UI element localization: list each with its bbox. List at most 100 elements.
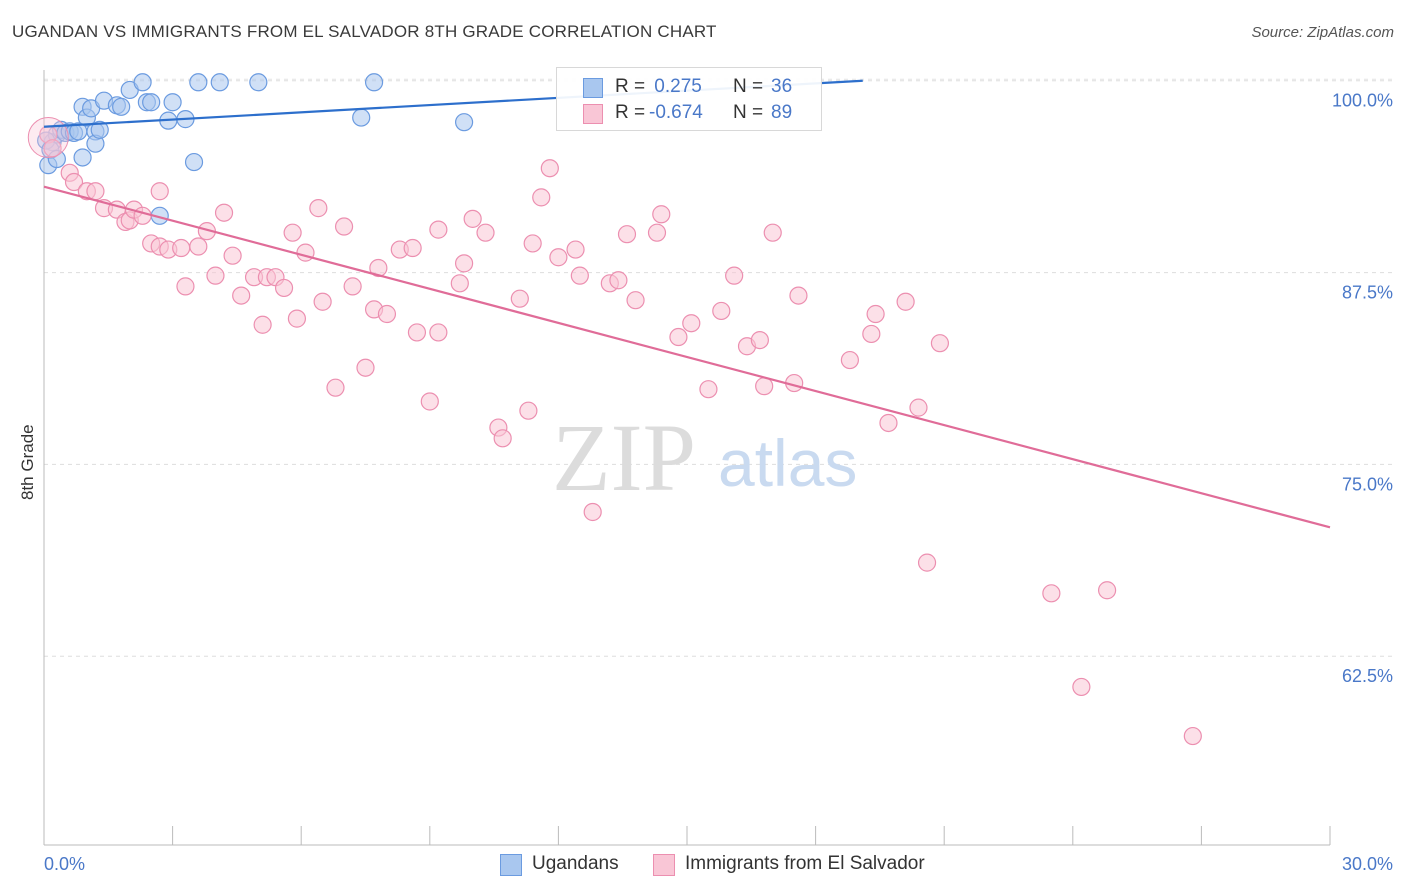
el-salvador-point: [750, 330, 769, 350]
ugandan-point: [189, 73, 208, 92]
el-salvador-point: [274, 278, 294, 298]
x-tick-label: 0.0%: [44, 854, 85, 874]
legend-label-el-salvador: Immigrants from El Salvador: [685, 853, 925, 874]
el-salvador-point: [896, 292, 915, 311]
legend-swatch-ugandans: [583, 78, 603, 98]
y-axis-label: 8th Grade: [18, 424, 37, 500]
el-salvador-point: [454, 254, 474, 273]
legend-n-value: 89: [771, 102, 793, 123]
y-tick-label: 87.5%: [1342, 283, 1393, 303]
el-salvador-point: [879, 413, 898, 433]
el-salvador-point: [326, 378, 345, 397]
legend-n-label: N =: [733, 76, 764, 97]
el-salvador-point: [523, 234, 542, 253]
el-salvador-point: [176, 277, 195, 296]
el-salvador-point: [377, 304, 397, 324]
correlation-legend: R = 0.275 N = 36 R = -0.674 N = 89: [556, 67, 822, 131]
el-salvador-point: [450, 274, 469, 293]
el-salvador-point: [566, 240, 585, 259]
legend-swatch-el-salvador: [653, 854, 675, 876]
el-salvador-point: [287, 309, 307, 328]
el-salvador-point: [493, 429, 512, 448]
el-salvador-point: [1072, 677, 1091, 697]
el-salvador-point: [583, 502, 602, 522]
el-salvador-point: [172, 238, 191, 258]
el-salvador-point: [206, 266, 225, 285]
ugandan-point: [163, 93, 182, 112]
ugandan-point: [454, 113, 474, 132]
data-points: [27, 73, 1202, 746]
el-salvador-point: [214, 203, 234, 222]
el-salvador-point: [866, 304, 885, 324]
el-salvador-point: [150, 182, 169, 201]
el-salvador-point: [755, 377, 774, 396]
el-salvador-point: [862, 324, 881, 344]
legend-swatch-ugandans: [500, 854, 522, 876]
el-salvador-point: [429, 323, 448, 342]
ugandan-point: [249, 73, 268, 92]
el-salvador-point: [917, 553, 937, 572]
el-salvador-point: [369, 258, 388, 278]
el-salvador-point: [540, 159, 559, 178]
el-salvador-point: [223, 246, 242, 265]
el-salvador-point: [626, 291, 645, 310]
el-salvador-point: [532, 188, 551, 207]
el-salvador-point: [232, 286, 251, 305]
legend-r-value: 0.275: [649, 76, 702, 97]
el-salvador-point: [699, 380, 718, 399]
el-salvador-point: [133, 206, 152, 225]
ugandan-point: [184, 152, 204, 172]
el-salvador-point: [647, 223, 667, 242]
el-salvador-point: [283, 223, 302, 242]
legend-r-value: -0.674: [649, 102, 703, 123]
el-salvador-point: [652, 205, 671, 224]
el-salvador-point: [476, 223, 495, 242]
legend-n-label: N =: [733, 102, 764, 123]
el-salvador-point: [313, 292, 332, 311]
el-salvador-point: [309, 199, 328, 218]
el-salvador-point: [519, 401, 538, 420]
source-label: Source: ZipAtlas.com: [1251, 24, 1394, 41]
legend-n-value: 36: [771, 76, 793, 97]
ugandan-point: [364, 73, 384, 92]
ugandan-point: [112, 97, 131, 116]
ugandan-point: [142, 93, 161, 112]
el-salvador-point: [617, 225, 637, 244]
el-salvador-point: [930, 334, 950, 353]
el-salvador-point: [407, 323, 427, 342]
el-salvador-point: [463, 209, 482, 228]
ugandan-point: [210, 73, 229, 92]
ugandan-point: [90, 120, 109, 139]
el-salvador-point: [609, 271, 628, 290]
el-salvador-point: [86, 182, 105, 201]
el-salvador-point: [712, 301, 731, 321]
el-salvador-point: [1097, 581, 1117, 600]
el-salvador-point: [725, 266, 744, 285]
el-salvador-point: [334, 217, 354, 236]
ugandan-point: [352, 108, 371, 127]
ugandan-point: [73, 148, 92, 167]
el-salvador-point: [669, 327, 688, 347]
y-tick-label: 62.5%: [1342, 666, 1393, 686]
watermark: ZIP atlas: [552, 404, 857, 511]
legend-swatch-el-salvador: [583, 104, 603, 124]
el-salvador-point: [189, 237, 208, 256]
el-salvador-point: [510, 289, 529, 308]
el-salvador-point: [64, 172, 84, 192]
legend-r-label: R =: [615, 76, 646, 97]
el-salvador-point: [840, 350, 859, 370]
gridlines: [44, 78, 1392, 657]
el-salvador-point: [682, 314, 701, 333]
el-salvador-point: [549, 248, 568, 267]
chart-title: UGANDAN VS IMMIGRANTS FROM EL SALVADOR 8…: [12, 22, 717, 41]
el-salvador-trend-line: [43, 185, 1331, 529]
x-tick-label: 30.0%: [1342, 854, 1393, 874]
watermark-atlas: atlas: [718, 426, 857, 500]
legend-label-ugandans: Ugandans: [532, 853, 619, 874]
legend-row-el-salvador: R = -0.674 N = 89: [557, 100, 821, 128]
el-salvador-point: [789, 286, 808, 305]
legend-row-ugandans: R = 0.275 N = 36: [557, 74, 821, 102]
el-salvador-point: [253, 315, 272, 334]
el-salvador-point: [343, 277, 362, 296]
